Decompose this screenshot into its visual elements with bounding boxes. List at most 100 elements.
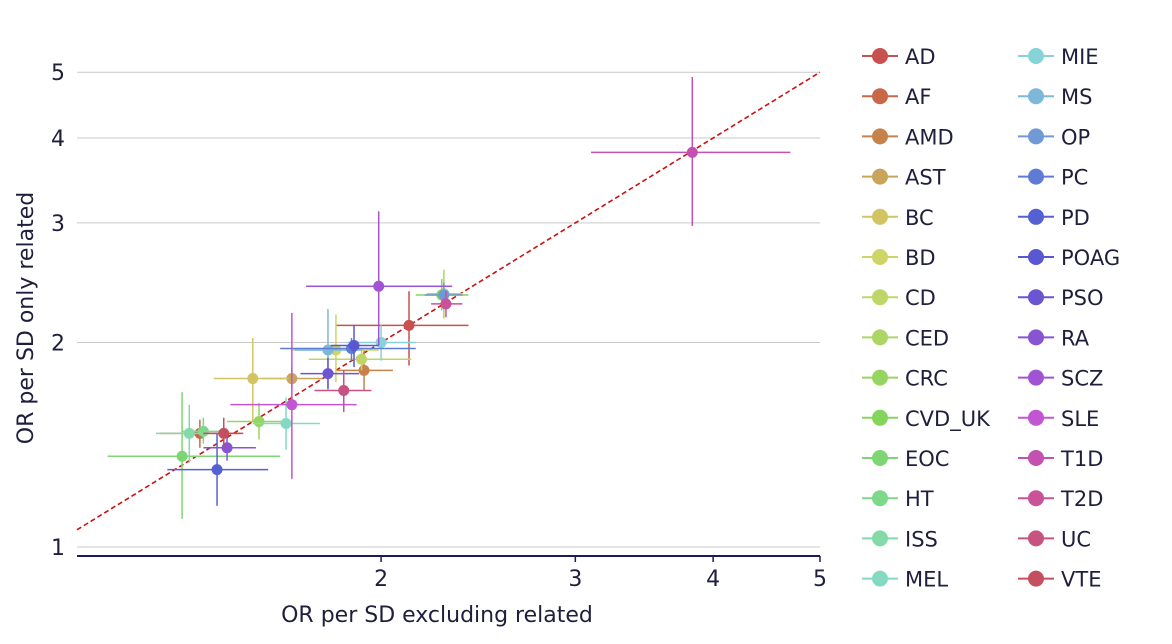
- legend-label-vte: VTE: [1061, 568, 1101, 592]
- data-point-bc[interactable]: [247, 373, 259, 385]
- legend-item-ast[interactable]: AST: [862, 166, 946, 190]
- legend-item-af[interactable]: AF: [862, 85, 931, 109]
- data-point-pd[interactable]: [211, 464, 223, 476]
- legend-marker-vte: [1028, 570, 1044, 587]
- grid-layer: [77, 71, 820, 548]
- point-group-pso: [300, 357, 360, 389]
- legend-item-pc[interactable]: PC: [1018, 166, 1088, 190]
- point-group-t2d: [431, 291, 463, 318]
- data-point-ht[interactable]: [197, 425, 209, 437]
- legend-label-pc: PC: [1061, 166, 1088, 190]
- point-group-vte: [203, 417, 244, 448]
- legend-label-amd: AMD: [905, 125, 954, 149]
- legend-item-bd[interactable]: BD: [862, 246, 936, 270]
- legend-label-poag: POAG: [1061, 246, 1120, 270]
- legend-marker-ra: [1028, 329, 1044, 346]
- legend-item-ms[interactable]: MS: [1018, 85, 1092, 109]
- data-point-poag[interactable]: [348, 339, 360, 351]
- legend-marker-pc: [1028, 168, 1044, 185]
- point-group-mel: [252, 397, 320, 450]
- legend-label-af: AF: [905, 85, 931, 109]
- data-point-ad[interactable]: [403, 319, 415, 331]
- legend-marker-t1d: [1028, 450, 1044, 466]
- point-group-scz: [306, 211, 453, 346]
- y-tick-label-2: 2: [51, 332, 65, 357]
- legend-item-mel[interactable]: MEL: [862, 568, 948, 592]
- data-point-t2d[interactable]: [440, 298, 452, 310]
- legend-item-ad[interactable]: AD: [862, 45, 936, 69]
- data-point-pso[interactable]: [322, 368, 334, 380]
- legend: AD AF AMD AST BC BD CD CED CRC CVD_UK EOC HT ISS MEL M…: [862, 45, 1120, 592]
- y-tick-label-3: 3: [51, 212, 65, 237]
- legend-item-bc[interactable]: BC: [862, 206, 934, 230]
- legend-item-cvd-uk[interactable]: CVD_UK: [862, 407, 991, 432]
- legend-item-eoc[interactable]: EOC: [862, 447, 949, 471]
- legend-item-cd[interactable]: CD: [862, 286, 936, 310]
- legend-label-eoc: EOC: [905, 447, 949, 471]
- data-point-ms[interactable]: [322, 344, 334, 356]
- legend-marker-uc: [1028, 530, 1044, 547]
- x-tick-label-2: 2: [374, 567, 388, 592]
- legend-label-mie: MIE: [1061, 45, 1099, 69]
- point-group-cd: [308, 348, 412, 371]
- legend-marker-amd: [872, 128, 888, 145]
- legend-item-poag[interactable]: POAG: [1018, 246, 1120, 270]
- x-tick-label-3: 3: [568, 567, 582, 592]
- legend-item-pd[interactable]: PD: [1018, 206, 1090, 230]
- legend-item-ced[interactable]: CED: [862, 326, 949, 350]
- data-point-eoc[interactable]: [176, 450, 188, 462]
- data-point-iss[interactable]: [183, 427, 195, 439]
- legend-item-amd[interactable]: AMD: [862, 125, 954, 149]
- data-point-mie[interactable]: [375, 337, 387, 349]
- data-point-crc[interactable]: [253, 416, 265, 428]
- legend-label-mel: MEL: [905, 568, 948, 592]
- legend-item-t1d[interactable]: T1D: [1018, 447, 1103, 471]
- data-point-sle[interactable]: [286, 399, 298, 411]
- legend-item-ht[interactable]: HT: [862, 487, 934, 511]
- legend-label-crc: CRC: [905, 367, 948, 391]
- legend-label-pso: PSO: [1061, 286, 1104, 310]
- y-tick-label-1: 1: [51, 536, 65, 561]
- y-tick-label-4: 4: [51, 127, 65, 152]
- legend-label-pd: PD: [1061, 206, 1090, 230]
- legend-label-sle: SLE: [1061, 407, 1099, 431]
- legend-marker-crc: [872, 369, 888, 386]
- legend-item-mie[interactable]: MIE: [1018, 45, 1099, 69]
- legend-label-iss: ISS: [905, 527, 938, 551]
- legend-label-scz: SCZ: [1061, 367, 1103, 391]
- legend-item-sle[interactable]: SLE: [1018, 407, 1099, 431]
- legend-item-op[interactable]: OP: [1018, 125, 1090, 149]
- legend-marker-mie: [1028, 48, 1044, 64]
- legend-item-pso[interactable]: PSO: [1018, 286, 1104, 310]
- legend-marker-op: [1028, 128, 1044, 145]
- legend-marker-cvd-uk: [872, 409, 888, 426]
- legend-marker-pso: [1028, 289, 1044, 306]
- legend-marker-ced: [872, 329, 888, 346]
- legend-marker-bd: [872, 249, 888, 265]
- legend-item-uc[interactable]: UC: [1018, 527, 1091, 551]
- legend-item-crc[interactable]: CRC: [862, 367, 948, 391]
- legend-item-t2d[interactable]: T2D: [1018, 487, 1103, 511]
- legend-marker-ast: [872, 168, 888, 185]
- data-point-scz[interactable]: [373, 280, 385, 292]
- legend-label-ast: AST: [905, 166, 946, 190]
- legend-item-scz[interactable]: SCZ: [1018, 367, 1103, 391]
- data-point-vte[interactable]: [218, 427, 230, 439]
- data-point-mel[interactable]: [280, 417, 292, 429]
- data-point-cd[interactable]: [356, 353, 368, 365]
- point-group-poag: [330, 325, 379, 368]
- legend-label-bd: BD: [905, 246, 936, 270]
- data-point-amd[interactable]: [358, 364, 370, 376]
- data-point-t1d[interactable]: [686, 146, 698, 158]
- legend-item-iss[interactable]: ISS: [862, 527, 938, 551]
- legend-label-cd: CD: [905, 286, 936, 310]
- legend-item-vte[interactable]: VTE: [1018, 568, 1101, 592]
- legend-marker-sle: [1028, 409, 1044, 426]
- legend-item-ra[interactable]: RA: [1018, 326, 1090, 350]
- x-tick-label-4: 4: [706, 567, 720, 592]
- legend-marker-t2d: [1028, 490, 1044, 507]
- legend-label-uc: UC: [1061, 527, 1091, 551]
- data-point-uc[interactable]: [338, 384, 350, 396]
- legend-label-ht: HT: [905, 487, 934, 511]
